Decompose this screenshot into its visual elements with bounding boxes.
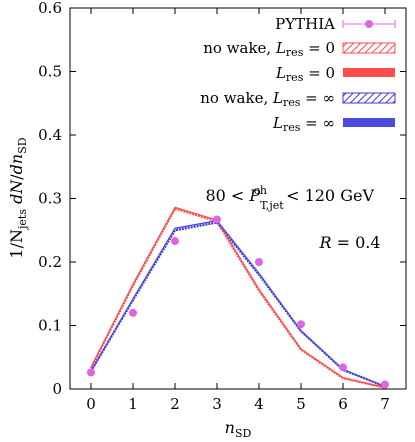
y-tick-label-6: 0.6 [38,0,62,17]
legend-marker-pythia [365,20,373,28]
annotation-radius: R = 0.4 [318,233,380,252]
y-axis-label: 1/Njets dN/dnSD [7,137,29,258]
x-tick-label-2: 2 [170,395,180,413]
point-pythia-3 [213,215,221,224]
x-tick-label-0: 0 [86,395,96,413]
y-tick-label-5: 0.5 [38,63,62,81]
legend: PYTHIA no wake, Lres = 0 Lres = 0 no wak… [200,15,396,134]
x-tick-label-5: 5 [296,395,306,413]
y-tick-label-3: 0.3 [38,190,62,208]
legend-label-lres0: Lres = 0 [275,64,335,84]
line-no-wake-l-res-0 [90,207,386,389]
point-pythia-7 [381,380,389,389]
legend-swatch-nowake-lresinf [342,92,396,104]
y-tick-label-2: 0.2 [38,253,62,271]
series-layer [87,206,389,389]
x-tick-label-3: 3 [212,395,222,413]
legend-label-nowake-lres0: no wake, Lres = 0 [203,39,335,59]
line-l-res-0 [90,206,386,389]
point-pythia-5 [297,320,305,329]
x-tick-label-4: 4 [254,395,264,413]
point-pythia-1 [129,308,137,317]
line-l-res-inf [90,220,386,388]
legend-label-pythia: PYTHIA [275,15,335,33]
annotation-pt-range: 80 < PT,jetch < 120 GeV [205,184,374,212]
legend-label-lresinf: Lres = ∞ [272,114,335,134]
legend-swatch-nowake-lres0 [342,42,396,54]
x-tick-label-1: 1 [128,395,138,413]
y-tick-label-1: 0.1 [38,317,62,335]
axis-ticks: 0 1 2 3 4 5 6 7 0 0.1 0.2 0.3 0.4 0.5 0.6 [38,0,406,413]
x-tick-label-6: 6 [338,395,348,413]
x-tick-label-7: 7 [380,395,390,413]
legend-label-nowake-lresinf: no wake, Lres = ∞ [200,89,335,109]
y-tick-label-4: 0.4 [38,126,62,144]
y-tick-label-0: 0 [52,380,62,398]
point-pythia-4 [255,258,263,266]
point-pythia-6 [339,363,347,372]
legend-swatch-lresinf [343,118,395,127]
point-pythia-0 [87,368,95,377]
legend-swatch-lres0 [343,68,395,77]
x-axis-label: nSD [225,418,252,440]
point-pythia-2 [171,237,179,246]
